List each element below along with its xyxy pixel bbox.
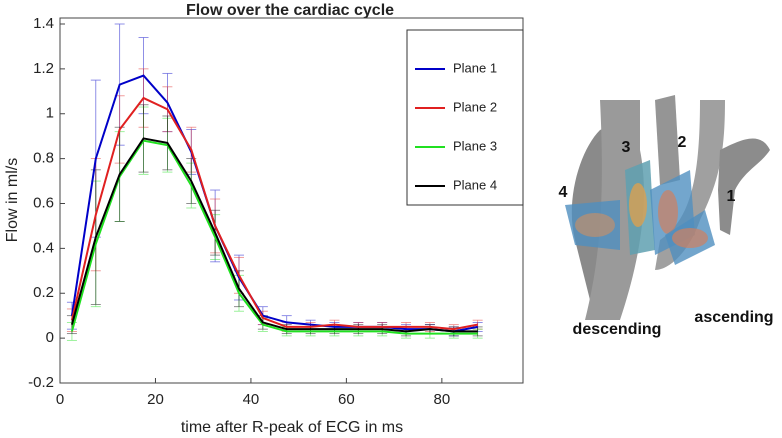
aorta-render (565, 95, 770, 320)
x-tick-label: 40 (243, 391, 260, 408)
x-axis-label: time after R-peak of ECG in ms (181, 419, 403, 436)
chart-title: Flow over the cardiac cycle (186, 2, 394, 19)
y-tick-label: 0.2 (33, 284, 54, 301)
legend-label: Plane 1 (453, 60, 497, 75)
annotation: descending (573, 321, 662, 338)
y-tick-label: 1 (46, 105, 54, 122)
y-tick-label: 0.4 (33, 239, 54, 256)
legend-label: Plane 4 (453, 177, 497, 192)
series-line (70, 74, 478, 333)
y-tick-label: 0 (46, 329, 54, 346)
annotation: 3 (622, 139, 631, 156)
y-tick-label: -0.2 (28, 374, 54, 391)
annotation: 2 (678, 134, 687, 151)
x-tick-label: 20 (147, 391, 164, 408)
y-tick-label: 1.4 (33, 15, 54, 32)
y-tick-label: 0.6 (33, 194, 54, 211)
annotation: 4 (559, 184, 568, 201)
y-tick-label: 0.8 (33, 150, 54, 167)
y-tick-label: 1.2 (33, 60, 54, 77)
annotation: ascending (694, 309, 773, 326)
legend-box (406, 29, 524, 206)
legend-label: Plane 3 (453, 138, 497, 153)
legend-label: Plane 2 (453, 99, 497, 114)
series-line (70, 139, 478, 335)
series-line (70, 96, 478, 331)
x-tick-label: 0 (56, 391, 64, 408)
x-tick-label: 80 (434, 391, 451, 408)
series-line (70, 137, 478, 333)
annotation: 1 (727, 188, 736, 205)
y-axis-label: Flow in ml/s (4, 158, 21, 242)
x-tick-label: 60 (338, 391, 355, 408)
